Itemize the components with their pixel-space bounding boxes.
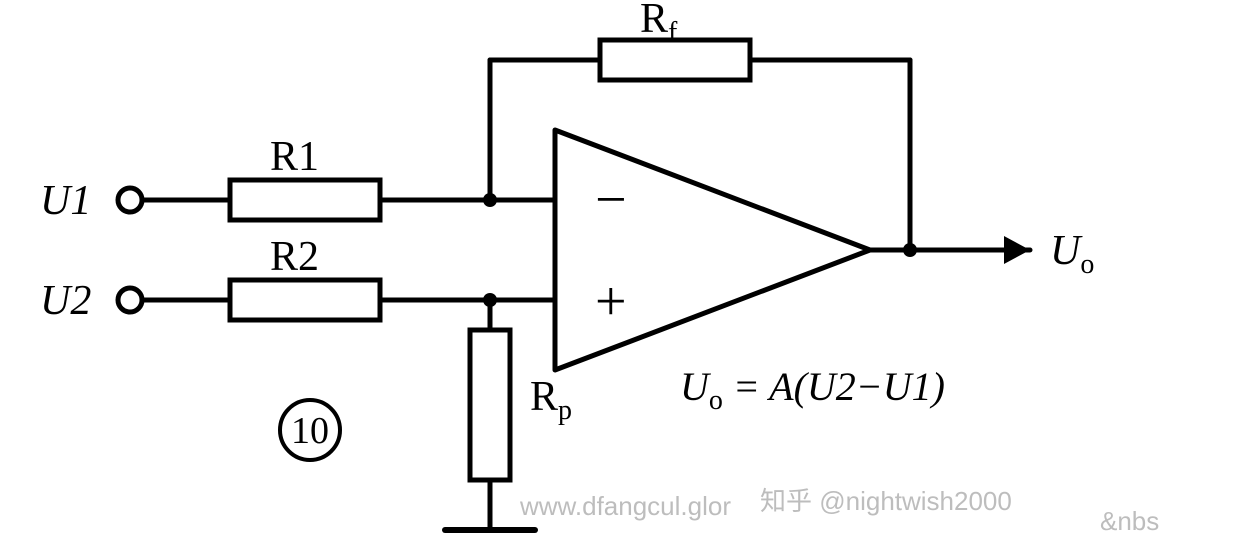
label-uo: Uo xyxy=(1050,228,1094,280)
formula-output: Uo = A(U2−U1) xyxy=(680,364,945,416)
label-u1: U1 xyxy=(40,178,91,224)
label-u2: U2 xyxy=(40,278,91,324)
label-r2: R2 xyxy=(270,234,319,280)
figure-number: 10 xyxy=(291,410,329,452)
watermark-nbs: &nbs xyxy=(1100,506,1159,536)
watermark-right: 知乎 @nightwish2000 xyxy=(760,486,1012,516)
label-rf: Rf xyxy=(640,0,678,48)
output-arrow xyxy=(1004,236,1030,264)
resistor-r1 xyxy=(230,180,380,220)
opamp-minus-sign: − xyxy=(595,169,627,231)
resistor-rp xyxy=(470,330,510,480)
opamp-plus-sign: + xyxy=(595,271,627,333)
label-r1: R1 xyxy=(270,134,319,180)
resistor-r2 xyxy=(230,280,380,320)
watermark-left: www.dfangcul.glor xyxy=(519,491,731,521)
label-rp: Rp xyxy=(530,374,572,426)
opamp-subtractor-diagram: U1 R1 U2 R2 Rf − + Uo Rp 10 Uo = A(U2−U1) www.dfang… xyxy=(0,0,1233,542)
opamp-triangle xyxy=(555,130,870,370)
